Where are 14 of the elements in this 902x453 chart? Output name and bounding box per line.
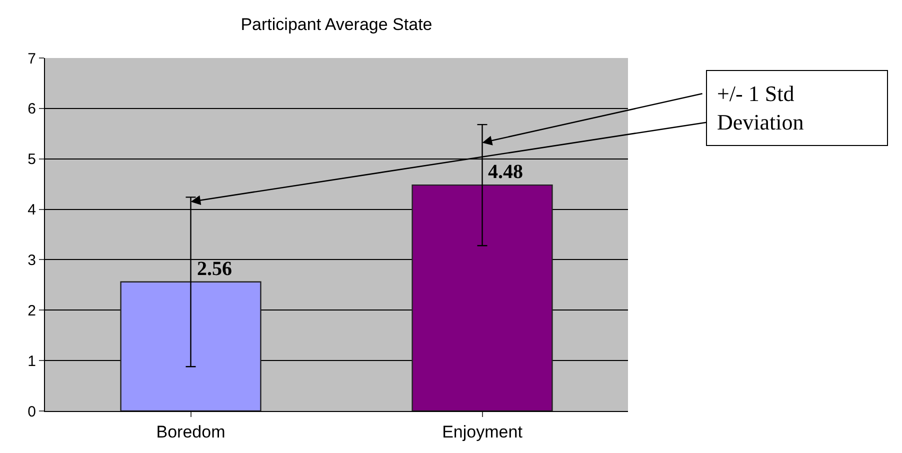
data-label: 2.56 (197, 258, 232, 280)
x-tick-label: Boredom (156, 422, 226, 442)
y-tick-label: 0 (28, 403, 36, 420)
y-tick-label: 3 (28, 252, 36, 269)
data-label: 4.48 (488, 161, 523, 183)
annotation: +/- 1 Std Deviation (717, 81, 804, 135)
x-tick-label: Enjoyment (442, 422, 523, 442)
y-tick-label: 4 (28, 202, 36, 219)
y-tick-label: 6 (28, 100, 36, 118)
y-tick-label: 1 (28, 352, 36, 370)
chart-title: Participant Average State (240, 15, 432, 34)
y-tick-label: 7 (28, 50, 36, 68)
y-tick-label: 2 (28, 302, 36, 320)
y-tick-label: 5 (28, 151, 36, 168)
